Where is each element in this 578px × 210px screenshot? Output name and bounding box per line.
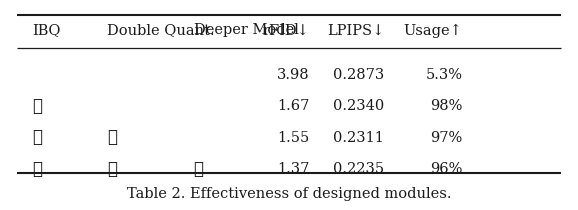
Text: IBQ: IBQ bbox=[32, 24, 60, 37]
Text: 5.3%: 5.3% bbox=[425, 68, 462, 81]
Text: 97%: 97% bbox=[430, 131, 462, 144]
Text: ✓: ✓ bbox=[32, 98, 42, 114]
Text: 96%: 96% bbox=[430, 162, 462, 176]
Text: ✓: ✓ bbox=[194, 161, 203, 177]
Text: ✓: ✓ bbox=[107, 129, 117, 146]
Text: 98%: 98% bbox=[430, 99, 462, 113]
Text: ✓: ✓ bbox=[107, 161, 117, 177]
Text: 0.2340: 0.2340 bbox=[333, 99, 384, 113]
Text: ✓: ✓ bbox=[32, 161, 42, 177]
Text: Deeper Model: Deeper Model bbox=[194, 24, 298, 37]
Text: ✓: ✓ bbox=[32, 129, 42, 146]
Text: rFID↓: rFID↓ bbox=[262, 24, 309, 37]
Text: 1.67: 1.67 bbox=[277, 99, 309, 113]
Text: Usage↑: Usage↑ bbox=[403, 23, 462, 38]
Text: LPIPS↓: LPIPS↓ bbox=[327, 24, 384, 37]
Text: 0.2873: 0.2873 bbox=[333, 68, 384, 81]
Text: 1.37: 1.37 bbox=[277, 162, 309, 176]
Text: Table 2. Effectiveness of designed modules.: Table 2. Effectiveness of designed modul… bbox=[127, 187, 451, 201]
Text: 0.2311: 0.2311 bbox=[334, 131, 384, 144]
Text: Double Quant.: Double Quant. bbox=[107, 24, 214, 37]
Text: 1.55: 1.55 bbox=[277, 131, 309, 144]
Text: 0.2235: 0.2235 bbox=[334, 162, 384, 176]
Text: 3.98: 3.98 bbox=[277, 68, 309, 81]
